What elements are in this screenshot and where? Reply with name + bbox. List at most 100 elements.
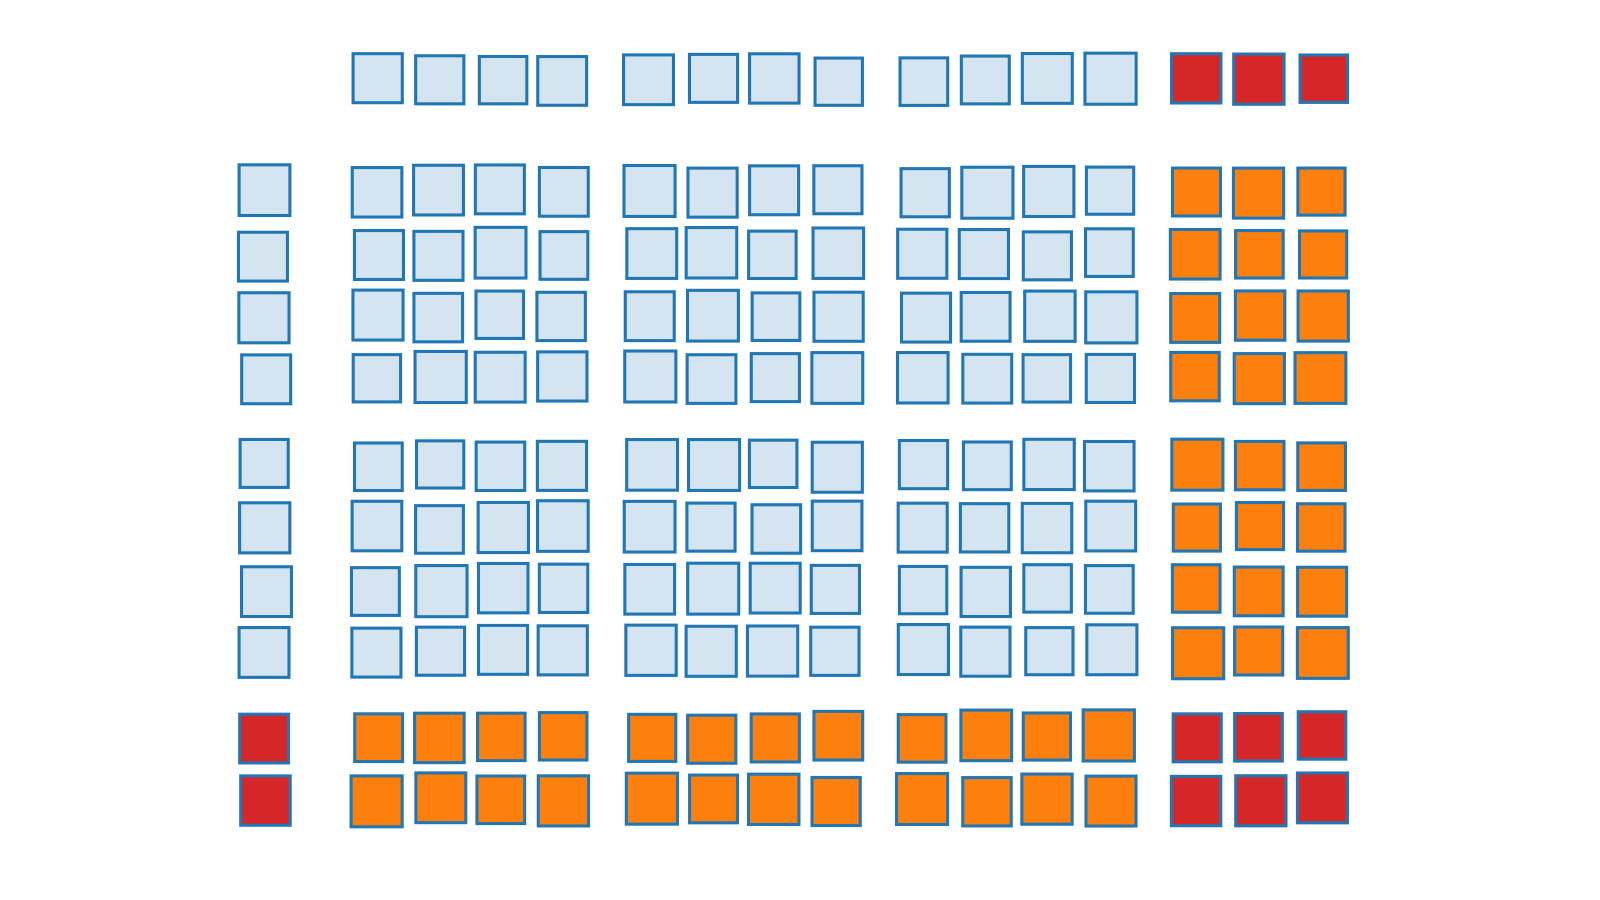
tile [896,713,948,764]
tile [1298,53,1350,104]
tile [473,350,527,404]
tile [414,439,466,490]
tile [960,165,1015,220]
tile [1296,710,1348,761]
tile [750,503,803,555]
tile [1233,625,1285,677]
tile [748,52,801,105]
tile [1171,712,1223,764]
tile [812,164,864,216]
tile [1022,437,1076,492]
tile [414,504,465,555]
tile [473,163,526,216]
tile [1081,708,1136,763]
tile [1085,623,1139,677]
tile [812,709,865,762]
tile [240,565,294,619]
tile [1171,626,1226,681]
tile [622,499,677,554]
tile [1232,352,1286,406]
tile [238,712,291,765]
tile [1084,290,1139,345]
tile [537,165,590,218]
tile [1170,563,1222,614]
tile [684,226,739,280]
tile [623,562,677,616]
tile [1232,52,1286,106]
tile [476,561,530,615]
tile [1082,439,1136,493]
tile [624,771,679,826]
tile [350,499,404,553]
tile [1295,502,1347,553]
tile [350,166,404,219]
tile [812,290,865,343]
tile [1295,771,1349,825]
tile [625,437,680,492]
tile [476,711,527,763]
tile [813,56,864,107]
tile [1169,52,1223,105]
tile [684,624,738,678]
tile [747,229,798,281]
tile [1084,499,1138,553]
tile [897,438,950,491]
tile [625,227,679,280]
tile [1295,626,1350,680]
tile [1296,289,1350,343]
tile [1021,230,1073,282]
tile [1168,227,1222,281]
tile [895,351,950,405]
tile [236,230,289,283]
tile [473,225,528,280]
tile [477,54,529,106]
tile [686,166,739,219]
tile [1083,564,1135,615]
tile [898,56,950,107]
tile [750,291,802,342]
tile [961,440,1013,492]
tile [350,626,403,679]
tile [1084,774,1138,828]
tile [1020,51,1074,105]
tile [748,561,802,615]
tile [1020,501,1074,555]
tile [1024,626,1075,677]
tile [239,774,292,827]
tile [810,775,862,828]
tile [686,437,742,492]
tile [896,227,949,280]
tile [474,440,527,493]
tile [238,437,290,489]
tile [958,502,1011,554]
tile [1296,565,1349,618]
tile [352,229,406,282]
tile [1083,51,1138,106]
tile [351,288,405,342]
tile [897,564,949,616]
tile [535,499,590,553]
tile [1022,164,1076,219]
tile [959,625,1012,678]
tile [237,291,291,345]
tile [1296,441,1347,492]
tile [1084,352,1137,405]
tile [1169,774,1223,828]
tile [237,626,291,679]
tile [349,774,404,829]
tile [414,564,469,619]
tile [414,625,467,677]
tile [535,290,587,343]
tile [412,163,465,217]
tile [1169,350,1221,403]
tile [238,501,292,555]
tile [1234,774,1288,828]
tile [1021,711,1073,762]
tile [413,711,466,765]
tile [622,163,677,219]
tile [1021,353,1073,404]
tile [894,772,950,827]
tile [899,167,951,219]
tile [237,163,292,218]
